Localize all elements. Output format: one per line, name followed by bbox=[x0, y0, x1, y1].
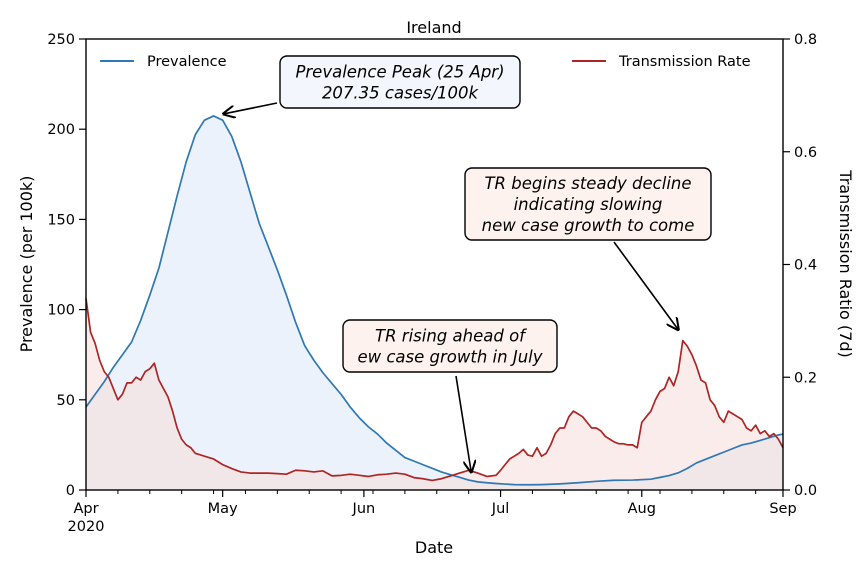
x-tick-label: Aug bbox=[628, 501, 656, 517]
legend-transmission: Transmission Rate bbox=[572, 54, 751, 70]
annotation-box-prevalence-peak bbox=[279, 55, 521, 109]
annotation-text-tr-decline: indicating slowing bbox=[514, 195, 663, 214]
legend-prevalence: Prevalence bbox=[100, 54, 227, 70]
annotation-text-tr-rising: TR rising ahead of bbox=[375, 327, 527, 346]
series-line-transmission bbox=[85, 298, 784, 482]
x-axis-label: Date bbox=[415, 538, 453, 557]
annotation-text-prevalence-peak: Prevalence Peak (25 Apr) bbox=[295, 63, 504, 82]
x-tick-label: Sep bbox=[769, 501, 796, 517]
y-axis-label-right: Transmission Ratio (7d) bbox=[836, 169, 855, 357]
annotation-box-tr-decline bbox=[464, 167, 712, 241]
y-right-tick-label: 0.8 bbox=[794, 32, 817, 48]
x-tick-label: Apr bbox=[73, 501, 98, 517]
series-area-prevalence bbox=[86, 115, 783, 490]
y-left-tick-label: 250 bbox=[47, 32, 75, 48]
legend-prevalence-label: Prevalence bbox=[147, 54, 227, 70]
annotation-arrow-tr-rising bbox=[455, 375, 471, 472]
annotation-text-tr-decline: TR begins steady decline bbox=[484, 174, 691, 193]
axes: 0 50 100 150 200 250 0.0 0.2 0.4 0.6 0.8 Apr 2020 May… bbox=[47, 32, 817, 535]
annotation-text-prevalence-peak: 207.35 cases/100k bbox=[322, 84, 480, 103]
x-tick-label: Jul bbox=[491, 501, 510, 517]
annotation-arrow-tr-decline bbox=[613, 241, 678, 330]
legend-transmission-label: Transmission Rate bbox=[618, 54, 751, 70]
y-left-tick-label: 100 bbox=[47, 303, 75, 319]
annotation-text-tr-rising: ew case growth in July bbox=[357, 348, 542, 367]
annotation-arrow-prevalence-peak bbox=[224, 102, 278, 114]
y-right-tick-label: 0.2 bbox=[794, 370, 817, 386]
annotation-box-tr-rising bbox=[342, 319, 558, 373]
x-tick-label: Jun bbox=[352, 501, 376, 517]
annotations: Prevalence Peak (25 Apr) 207.35 cases/100… bbox=[224, 55, 712, 472]
y-left-tick-label: 200 bbox=[47, 122, 75, 138]
plot-area bbox=[85, 115, 784, 490]
y-right-tick-label: 0.4 bbox=[794, 258, 817, 274]
x-tick-sublabel: 2020 bbox=[68, 519, 105, 535]
y-left-tick-label: 150 bbox=[47, 212, 75, 228]
y-left-tick-label: 0 bbox=[66, 483, 75, 499]
series-line-prevalence bbox=[85, 115, 784, 486]
x-tick-label: May bbox=[208, 501, 238, 517]
y-right-tick-label: 0.6 bbox=[794, 145, 817, 161]
annotation-text-tr-decline: new case growth to come bbox=[482, 216, 695, 235]
y-left-tick-label: 50 bbox=[57, 393, 75, 409]
y-axis-label-left: Prevalence (per 100k) bbox=[17, 176, 36, 353]
chart-title: Ireland bbox=[406, 18, 461, 37]
y-right-tick-label: 0.0 bbox=[794, 483, 817, 499]
series-area-transmission bbox=[86, 298, 783, 490]
